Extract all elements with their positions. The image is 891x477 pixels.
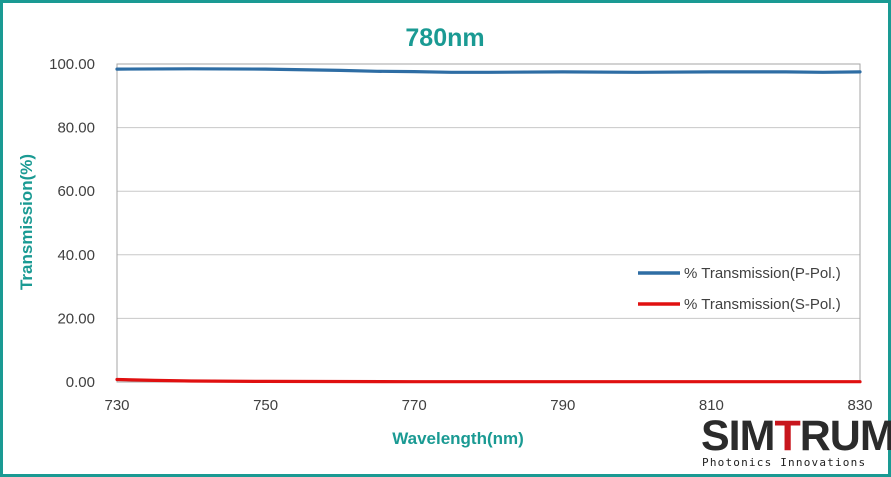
- logo-text-rum: RUM: [799, 412, 891, 460]
- chart-title: 780nm: [405, 24, 484, 52]
- x-tick-label: 730: [104, 397, 129, 414]
- legend-label-1: % Transmission(P-Pol.): [684, 265, 841, 282]
- y-tick-label: 20.00: [57, 310, 95, 327]
- y-tick-label: 60.00: [57, 183, 95, 200]
- logo-text-t: T: [774, 412, 800, 460]
- plot-area-border: [116, 63, 861, 383]
- simtrum-logo: SIMTRUM Photonics Innovations: [697, 414, 891, 472]
- y-axis-label: Transmission(%): [17, 154, 36, 290]
- y-tick-label: 40.00: [57, 247, 95, 264]
- series-line-1: [115, 67, 862, 74]
- x-axis-label: Wavelength(nm): [392, 429, 524, 448]
- logo-text-sim: SIM: [701, 412, 775, 460]
- y-tick-label: 80.00: [57, 120, 95, 137]
- x-tick-label: 750: [253, 397, 278, 414]
- series-line-2: [115, 377, 862, 384]
- x-tick-label: 810: [699, 397, 724, 414]
- x-tick-label: 770: [402, 397, 427, 414]
- y-tick-label: 0.00: [66, 374, 95, 391]
- logo-wordmark: SIMTRUM: [701, 414, 891, 458]
- x-tick-label: 830: [847, 397, 872, 414]
- y-tick-label: 100.00: [49, 56, 95, 73]
- logo-tagline: Photonics Innovations: [702, 456, 867, 469]
- x-tick-label: 790: [550, 397, 575, 414]
- legend-label-2: % Transmission(S-Pol.): [684, 296, 841, 313]
